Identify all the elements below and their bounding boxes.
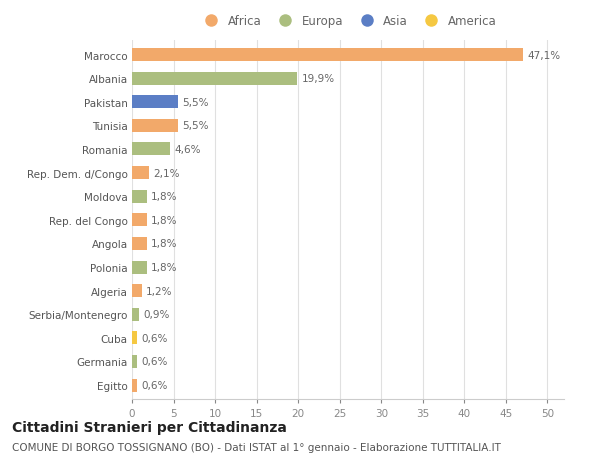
Text: 4,6%: 4,6% <box>175 145 201 155</box>
Text: COMUNE DI BORGO TOSSIGNANO (BO) - Dati ISTAT al 1° gennaio - Elaborazione TUTTIT: COMUNE DI BORGO TOSSIGNANO (BO) - Dati I… <box>12 442 501 452</box>
Bar <box>132 167 149 179</box>
Text: 2,1%: 2,1% <box>154 168 180 178</box>
Text: 1,8%: 1,8% <box>151 192 178 202</box>
Text: 47,1%: 47,1% <box>527 50 560 61</box>
Bar <box>132 120 178 133</box>
Bar <box>132 49 523 62</box>
Legend: Africa, Europa, Asia, America: Africa, Europa, Asia, America <box>199 15 497 28</box>
Text: 19,9%: 19,9% <box>301 74 335 84</box>
Bar <box>132 331 137 345</box>
Text: 0,9%: 0,9% <box>143 309 170 319</box>
Bar <box>132 261 147 274</box>
Text: 1,2%: 1,2% <box>146 286 173 296</box>
Bar <box>132 308 139 321</box>
Text: 0,6%: 0,6% <box>141 333 167 343</box>
Bar <box>132 237 147 250</box>
Bar <box>132 143 170 156</box>
Text: 1,8%: 1,8% <box>151 239 178 249</box>
Bar <box>132 190 147 203</box>
Text: Cittadini Stranieri per Cittadinanza: Cittadini Stranieri per Cittadinanza <box>12 420 287 434</box>
Text: 1,8%: 1,8% <box>151 215 178 225</box>
Text: 0,6%: 0,6% <box>141 357 167 367</box>
Text: 5,5%: 5,5% <box>182 98 208 107</box>
Bar <box>132 96 178 109</box>
Bar <box>132 355 137 368</box>
Bar <box>132 285 142 297</box>
Text: 1,8%: 1,8% <box>151 263 178 273</box>
Bar <box>132 214 147 227</box>
Text: 5,5%: 5,5% <box>182 121 208 131</box>
Text: 0,6%: 0,6% <box>141 380 167 390</box>
Bar <box>132 379 137 392</box>
Bar <box>132 73 298 85</box>
